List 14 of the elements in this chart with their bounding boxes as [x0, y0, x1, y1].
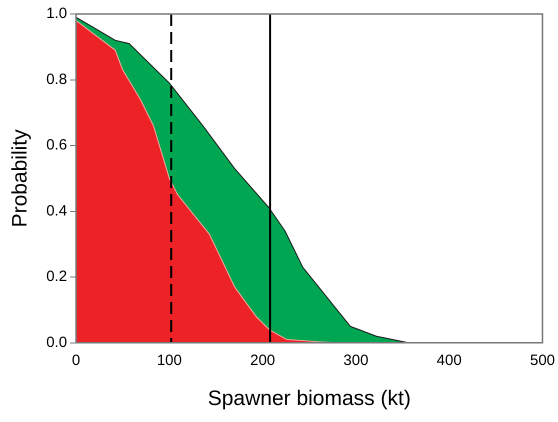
y-tick-label: 0.6 [46, 136, 68, 154]
y-tick-label: 0.0 [46, 334, 68, 351]
x-tick-label: 200 [250, 352, 276, 369]
x-tick-label: 0 [72, 352, 80, 369]
y-tick-label: 0.4 [46, 202, 68, 220]
x-tick-label: 300 [343, 352, 368, 369]
x-tick-label: 400 [436, 352, 462, 369]
y-axis-title: Probability [8, 128, 32, 228]
x-axis-title: Spawner biomass (kt) [208, 387, 411, 410]
y-tick-label: 0.8 [46, 70, 68, 88]
y-tick-label: 1.0 [46, 5, 68, 22]
y-tick-label: 0.2 [46, 268, 68, 286]
x-tick-label: 100 [156, 352, 182, 369]
x-tick-label: 500 [530, 352, 555, 369]
